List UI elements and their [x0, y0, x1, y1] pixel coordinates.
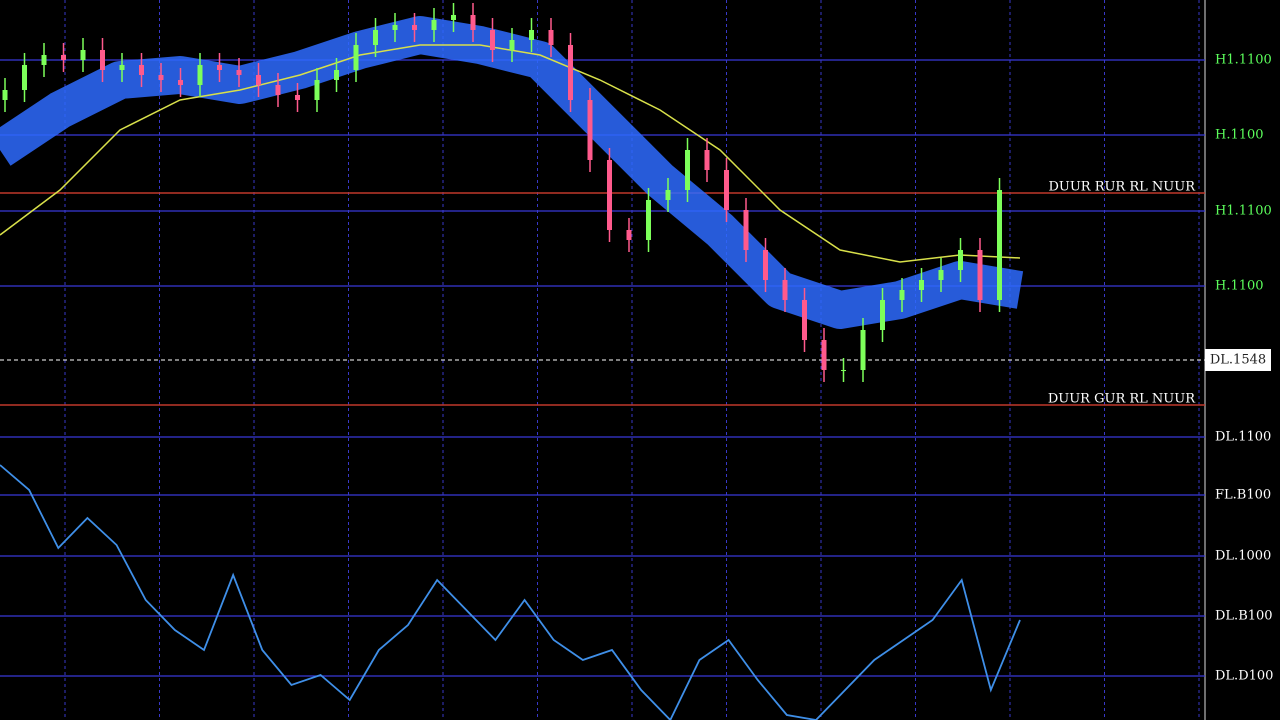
candle-body — [899, 290, 905, 300]
candle-body — [977, 250, 983, 300]
candle-body — [958, 250, 963, 270]
candle-body — [61, 55, 66, 60]
y-tick-label: DL.D100 — [1215, 669, 1273, 684]
candle-body — [938, 270, 944, 280]
candle-body — [236, 70, 242, 75]
candle-body — [704, 150, 710, 170]
candle-body — [568, 45, 573, 100]
candle-body — [880, 300, 885, 330]
candle-body — [724, 170, 729, 210]
candle-body — [763, 250, 768, 280]
candle-body — [509, 40, 515, 50]
candle-body — [743, 210, 749, 250]
candle-body — [100, 50, 105, 70]
candle-body — [841, 370, 846, 371]
candle-body — [665, 190, 671, 200]
y-tick-label: H1.1100 — [1215, 204, 1272, 219]
candle-body — [919, 280, 924, 290]
candle-body — [314, 80, 320, 100]
candle-body — [334, 70, 339, 80]
level-label: DUUR GUR RL NUUR — [1048, 392, 1196, 407]
candle-body — [197, 65, 203, 85]
y-tick-label: DL.B100 — [1215, 609, 1273, 624]
candle-body — [802, 300, 807, 340]
candle-body — [41, 55, 47, 65]
y-tick-label: H1.1100 — [1215, 53, 1272, 68]
candle-body — [22, 65, 27, 90]
level-label: DUUR RUR RL NUUR — [1048, 180, 1196, 195]
y-tick-label: FL.B100 — [1215, 488, 1271, 503]
candle-body — [373, 30, 378, 45]
candle-body — [685, 150, 690, 190]
candle-body — [782, 280, 788, 300]
oscillator-line — [0, 464, 1021, 720]
candle-body — [470, 15, 476, 30]
current-box — [1205, 349, 1271, 371]
candle-body — [139, 65, 144, 75]
candle-body — [587, 100, 593, 160]
candle-body — [431, 20, 437, 30]
candle-body — [119, 65, 125, 70]
candle-body — [646, 200, 651, 240]
candle-body — [412, 25, 417, 30]
candle-body — [451, 15, 456, 20]
y-tick-label: H.1100 — [1215, 128, 1264, 143]
candle-body — [2, 90, 8, 100]
candle-body — [548, 30, 554, 45]
candle-body — [821, 340, 827, 370]
current-label: DL.1548 — [1210, 353, 1266, 368]
candle-body — [295, 95, 300, 100]
candle-body — [490, 30, 495, 50]
candle-body — [275, 85, 281, 95]
candle-body — [217, 65, 222, 70]
y-tick-label: DL.1000 — [1215, 549, 1271, 564]
band — [0, 16, 1024, 329]
candle-body — [178, 80, 183, 85]
candle-body — [353, 45, 359, 70]
candle-body — [860, 330, 866, 370]
candle-body — [158, 75, 164, 80]
candle-body — [626, 230, 632, 240]
candle-body — [997, 190, 1002, 300]
candle-body — [392, 25, 398, 30]
candle-body — [607, 160, 612, 230]
candle-body — [256, 75, 261, 85]
y-tick-label: DL.1100 — [1215, 430, 1271, 445]
y-tick-label: H.1100 — [1215, 279, 1264, 294]
candle-body — [529, 30, 534, 40]
candle-body — [80, 50, 86, 60]
